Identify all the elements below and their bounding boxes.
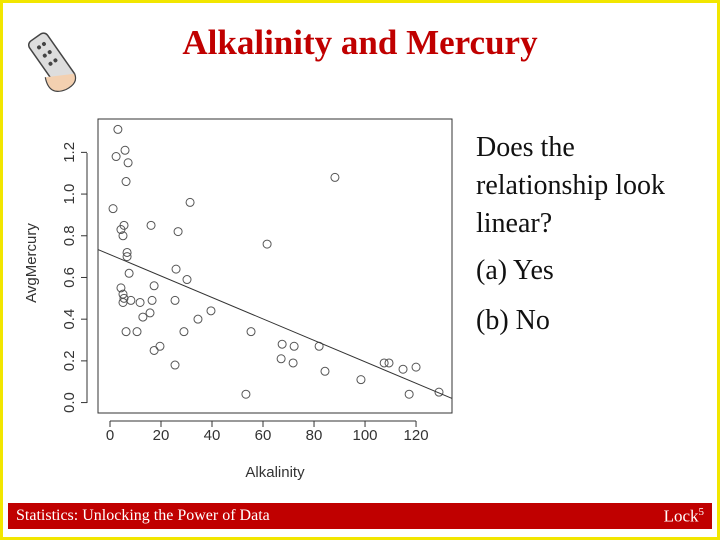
point — [173, 227, 183, 237]
point — [320, 366, 330, 376]
point — [155, 341, 165, 351]
y-tick-label: 1.0 — [61, 184, 78, 205]
chart: AvgMercury Alkalinity 0.0 0.2 0.4 0.6 0.8 1.0… — [23, 32, 453, 481]
point — [132, 327, 142, 337]
y-tick-label: 0.4 — [61, 309, 78, 330]
question: Does the relationship look linear? — [476, 132, 665, 239]
x-tick-label: 60 — [255, 427, 272, 444]
point — [121, 327, 131, 337]
point — [411, 362, 421, 372]
point — [288, 358, 298, 368]
x-tick-label: 20 — [153, 427, 170, 444]
footer-right: Lock5 — [664, 506, 704, 527]
point — [246, 327, 256, 337]
option[interactable]: (b) No — [476, 305, 550, 336]
y-axis-label: AvgMercury — [23, 223, 40, 303]
point — [170, 295, 180, 305]
point — [330, 172, 340, 182]
point — [149, 345, 159, 355]
fit-line — [97, 249, 453, 399]
x-axis-label: Alkalinity — [245, 464, 305, 481]
x-tick-label: 100 — [353, 427, 378, 444]
point — [384, 358, 394, 368]
point — [122, 252, 132, 262]
point — [121, 177, 131, 187]
point — [138, 312, 148, 322]
y-tick-label: 0.6 — [61, 267, 78, 288]
point — [179, 327, 189, 337]
point — [182, 275, 192, 285]
point — [113, 124, 123, 134]
footer: Statistics: Unlocking the Power of Data … — [8, 503, 712, 529]
footer-right-sup: 5 — [698, 506, 705, 518]
point — [135, 297, 145, 307]
point — [146, 220, 156, 230]
point — [126, 295, 136, 305]
point — [206, 306, 216, 316]
point — [119, 293, 129, 303]
point — [116, 225, 126, 235]
footer-left: Statistics: Unlocking the Power of Data — [16, 507, 270, 524]
y-tick-label: 1.2 — [61, 142, 78, 163]
point — [111, 152, 121, 162]
point — [356, 375, 366, 385]
point — [171, 264, 181, 274]
remote-icon — [27, 32, 77, 92]
point — [147, 295, 157, 305]
point — [277, 339, 287, 349]
plot-box — [97, 118, 453, 414]
point — [404, 389, 414, 399]
point — [116, 283, 126, 293]
y-tick-label: 0.0 — [61, 392, 78, 413]
slide-title: Alkalinity and Mercury — [182, 23, 538, 62]
x-tick-label: 0 — [106, 427, 114, 444]
point — [149, 281, 159, 291]
y-tick-label: 0.2 — [61, 350, 78, 371]
point — [123, 158, 133, 168]
point — [241, 389, 251, 399]
point — [185, 197, 195, 207]
point — [124, 268, 134, 278]
point — [120, 145, 130, 155]
point — [118, 231, 128, 241]
point — [108, 204, 118, 214]
point — [193, 314, 203, 324]
point — [170, 360, 180, 370]
point — [145, 308, 155, 318]
point — [122, 247, 132, 257]
point — [398, 364, 408, 374]
footer-right-text: Lock — [663, 506, 699, 526]
point — [262, 239, 272, 249]
point — [289, 341, 299, 351]
x-tick-label: 120 — [404, 427, 429, 444]
option[interactable]: (a) Yes — [476, 255, 554, 286]
point — [379, 358, 389, 368]
x-tick-label: 40 — [204, 427, 221, 444]
y-tick-label: 0.8 — [61, 225, 78, 246]
point — [434, 387, 444, 397]
point — [276, 354, 286, 364]
x-tick-label: 80 — [306, 427, 323, 444]
